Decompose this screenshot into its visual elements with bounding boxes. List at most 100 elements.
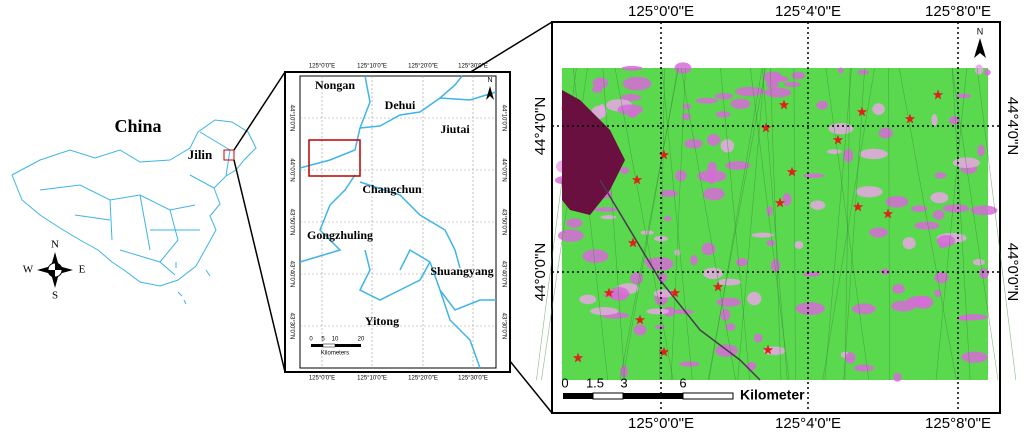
field-patch xyxy=(893,372,902,382)
field-patch xyxy=(810,200,826,210)
scale-unit: Kilometer xyxy=(740,387,805,403)
sample-point xyxy=(712,281,724,292)
sample-point xyxy=(856,106,868,117)
field-patch xyxy=(703,267,724,280)
lat-tick-label: 44°10'0"N xyxy=(288,105,294,132)
field-patch xyxy=(892,283,905,294)
field-road xyxy=(935,67,968,381)
river xyxy=(599,179,761,381)
lat-tick-label: 43°40'0"N xyxy=(288,261,294,288)
lat-tick-label: 43°50'0"N xyxy=(500,209,506,236)
field-road xyxy=(769,67,782,381)
field-road xyxy=(951,67,999,381)
field-road xyxy=(793,67,796,381)
sample-point xyxy=(631,174,643,185)
place-label: Changchun xyxy=(362,182,422,196)
field-patch xyxy=(959,314,988,321)
field-patch xyxy=(716,297,742,307)
field-patch xyxy=(682,103,692,110)
field-patch xyxy=(766,239,776,247)
field-patch xyxy=(706,133,721,146)
field-patch xyxy=(837,67,845,74)
field-patch xyxy=(845,352,856,364)
lon-tick-label: 125°30'0"E xyxy=(458,376,488,382)
region-scale xyxy=(311,343,361,348)
scale-tick: 5 xyxy=(321,337,325,343)
place-label: Nongan xyxy=(315,78,355,92)
boundaries xyxy=(299,75,497,369)
field-patch xyxy=(600,215,617,220)
sample-point xyxy=(904,113,916,124)
field-patch xyxy=(593,207,619,212)
region-north-arrow xyxy=(486,86,494,100)
field-road xyxy=(658,67,665,381)
field-patch xyxy=(952,157,980,169)
lat-tick-label: 44°4'0"N xyxy=(532,97,549,155)
scale-tick: 1.5 xyxy=(586,375,604,390)
sample-point xyxy=(603,287,615,298)
field-patch xyxy=(914,221,940,230)
field-patch xyxy=(582,249,609,263)
scale-tick: 6 xyxy=(679,375,686,390)
field-road xyxy=(602,67,625,381)
field-patch xyxy=(697,170,727,183)
place-label: Yitong xyxy=(365,314,399,328)
lat-tick-label: 44°4'0"N xyxy=(1004,97,1021,155)
field-road xyxy=(661,67,693,381)
field-patch xyxy=(747,291,762,306)
scale-unit: Kilometers xyxy=(321,351,349,357)
province-label: Jilin xyxy=(188,147,213,162)
field-patch xyxy=(872,103,885,115)
jilin-box xyxy=(223,149,235,161)
field-patch xyxy=(816,100,829,110)
field-patch xyxy=(734,86,765,97)
sample-point xyxy=(669,287,681,298)
country-label: China xyxy=(114,116,161,136)
place-label: Jiutai xyxy=(440,122,470,136)
field-patch xyxy=(592,85,603,93)
field-patch xyxy=(633,324,647,336)
field-road xyxy=(737,67,765,381)
field-patch xyxy=(979,268,989,279)
sample-point xyxy=(572,352,584,363)
field-patch xyxy=(730,98,751,110)
lon-tick-label: 125°10'0"E xyxy=(357,64,387,70)
field-patch xyxy=(720,308,731,321)
field-patch xyxy=(672,309,695,315)
field-patch xyxy=(751,232,774,238)
field-patch xyxy=(745,362,757,371)
field-patch xyxy=(659,189,678,198)
field-patch xyxy=(717,278,742,286)
region-grid xyxy=(300,76,496,368)
field-patch xyxy=(622,76,652,91)
field-road xyxy=(824,67,852,381)
compass-e: E xyxy=(79,264,86,276)
field-patch xyxy=(724,161,751,170)
lat-tick-label: 44°10'0"N xyxy=(500,105,506,132)
field-road xyxy=(720,67,750,381)
lat-tick-label: 43°30'0"N xyxy=(500,313,506,340)
field-patch xyxy=(640,230,655,235)
field-patch xyxy=(753,333,763,343)
field-road xyxy=(822,67,875,381)
field-patch xyxy=(662,306,676,317)
field-patch xyxy=(931,113,938,127)
field-patch xyxy=(763,71,783,83)
scale-tick: 0 xyxy=(309,337,313,343)
lon-tick-label: 125°8'0"E xyxy=(925,3,991,20)
lat-tick-label: 43°50'0"N xyxy=(288,209,294,236)
field-patch xyxy=(855,186,883,198)
field-road xyxy=(750,67,790,381)
field-patch xyxy=(592,77,609,89)
field-patch xyxy=(795,302,825,316)
lon-tick-label: 125°0'0"E xyxy=(628,415,694,432)
sample-point xyxy=(774,197,786,208)
sample-point xyxy=(786,166,798,177)
place-label: Shuangyang xyxy=(430,264,493,278)
lon-tick-label: 125°30'0"E xyxy=(458,64,488,70)
field-road xyxy=(680,67,736,381)
north-label: N xyxy=(487,77,492,84)
field-patch xyxy=(934,172,947,179)
field-patch xyxy=(859,148,888,160)
